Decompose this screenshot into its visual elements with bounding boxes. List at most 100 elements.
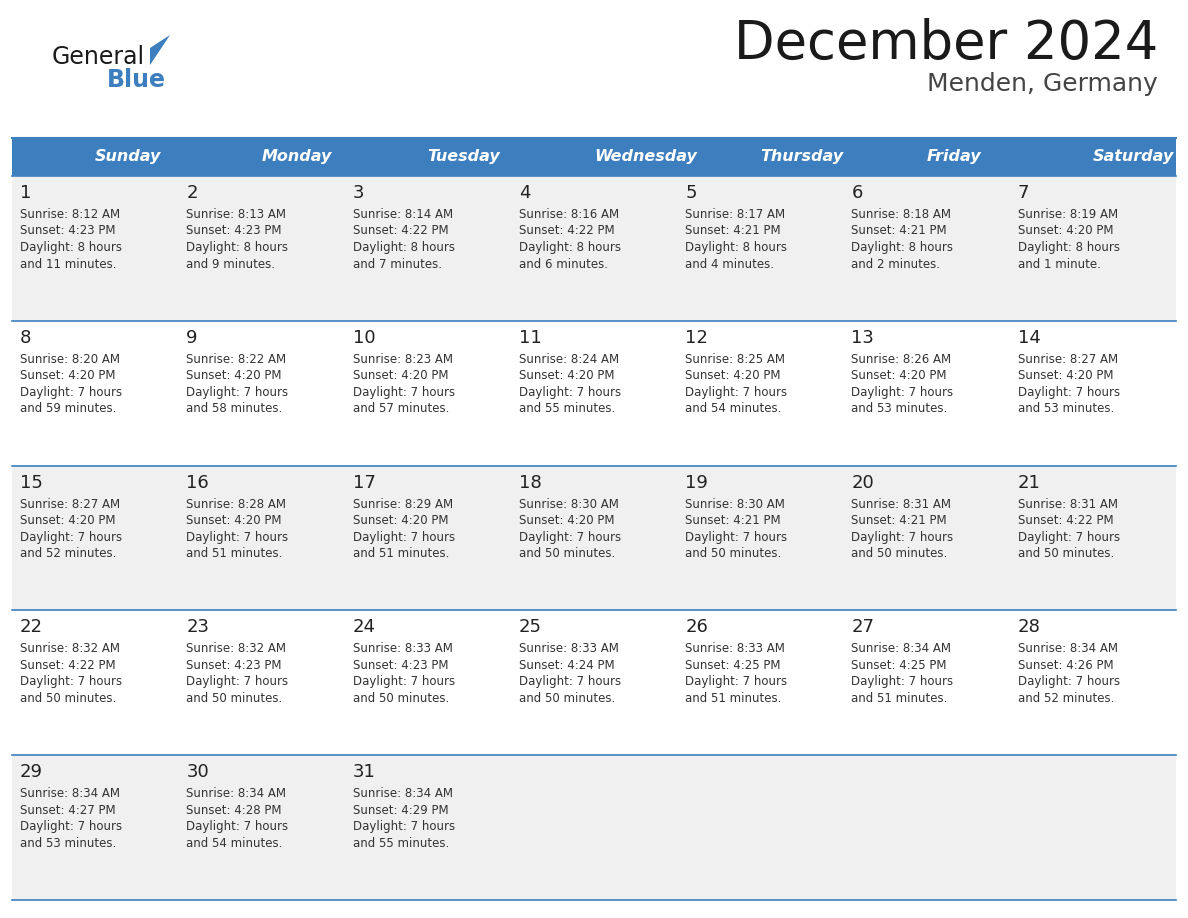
- Text: Sunrise: 8:14 AM: Sunrise: 8:14 AM: [353, 208, 453, 221]
- Text: and 50 minutes.: and 50 minutes.: [187, 692, 283, 705]
- Text: Daylight: 7 hours: Daylight: 7 hours: [353, 676, 455, 688]
- Text: Sunset: 4:20 PM: Sunset: 4:20 PM: [852, 369, 947, 382]
- Text: Daylight: 7 hours: Daylight: 7 hours: [20, 386, 122, 398]
- Text: 25: 25: [519, 619, 542, 636]
- Text: Daylight: 8 hours: Daylight: 8 hours: [1018, 241, 1120, 254]
- Bar: [12, 138, 1176, 176]
- Text: Daylight: 7 hours: Daylight: 7 hours: [685, 676, 788, 688]
- Bar: [12, 756, 1176, 900]
- Text: Sunset: 4:22 PM: Sunset: 4:22 PM: [1018, 514, 1113, 527]
- Text: Sunrise: 8:33 AM: Sunrise: 8:33 AM: [519, 643, 619, 655]
- Text: Daylight: 8 hours: Daylight: 8 hours: [519, 241, 621, 254]
- Text: Sunset: 4:23 PM: Sunset: 4:23 PM: [187, 659, 282, 672]
- Text: Daylight: 8 hours: Daylight: 8 hours: [353, 241, 455, 254]
- Text: Sunrise: 8:34 AM: Sunrise: 8:34 AM: [20, 788, 120, 800]
- Text: Sunset: 4:20 PM: Sunset: 4:20 PM: [353, 514, 448, 527]
- Text: Sunset: 4:27 PM: Sunset: 4:27 PM: [20, 803, 115, 817]
- Text: Sunrise: 8:32 AM: Sunrise: 8:32 AM: [187, 643, 286, 655]
- Text: 4: 4: [519, 184, 530, 202]
- Text: Sunrise: 8:33 AM: Sunrise: 8:33 AM: [353, 643, 453, 655]
- Text: and 50 minutes.: and 50 minutes.: [1018, 547, 1114, 560]
- Text: Sunset: 4:20 PM: Sunset: 4:20 PM: [1018, 225, 1113, 238]
- Text: Sunrise: 8:28 AM: Sunrise: 8:28 AM: [187, 498, 286, 510]
- Text: Sunrise: 8:22 AM: Sunrise: 8:22 AM: [187, 353, 286, 365]
- Text: Blue: Blue: [107, 68, 166, 92]
- Text: 29: 29: [20, 763, 43, 781]
- Text: 2: 2: [187, 184, 197, 202]
- Text: Sunrise: 8:26 AM: Sunrise: 8:26 AM: [852, 353, 952, 365]
- Text: 26: 26: [685, 619, 708, 636]
- Text: Daylight: 7 hours: Daylight: 7 hours: [1018, 386, 1120, 398]
- Text: Sunset: 4:20 PM: Sunset: 4:20 PM: [20, 369, 115, 382]
- Text: 23: 23: [187, 619, 209, 636]
- Text: Daylight: 7 hours: Daylight: 7 hours: [519, 676, 621, 688]
- Text: Daylight: 7 hours: Daylight: 7 hours: [187, 531, 289, 543]
- Text: Friday: Friday: [927, 150, 981, 164]
- Text: 19: 19: [685, 474, 708, 492]
- Text: Sunset: 4:22 PM: Sunset: 4:22 PM: [353, 225, 448, 238]
- Text: Sunrise: 8:29 AM: Sunrise: 8:29 AM: [353, 498, 453, 510]
- Text: 21: 21: [1018, 474, 1041, 492]
- Text: Daylight: 7 hours: Daylight: 7 hours: [685, 386, 788, 398]
- Text: Saturday: Saturday: [1093, 150, 1174, 164]
- Text: Sunset: 4:20 PM: Sunset: 4:20 PM: [1018, 369, 1113, 382]
- Text: 31: 31: [353, 763, 375, 781]
- Text: and 11 minutes.: and 11 minutes.: [20, 258, 116, 271]
- Text: 16: 16: [187, 474, 209, 492]
- Text: Sunset: 4:20 PM: Sunset: 4:20 PM: [20, 514, 115, 527]
- Text: Sunrise: 8:27 AM: Sunrise: 8:27 AM: [20, 498, 120, 510]
- Text: Daylight: 7 hours: Daylight: 7 hours: [353, 386, 455, 398]
- Text: Sunrise: 8:17 AM: Sunrise: 8:17 AM: [685, 208, 785, 221]
- Text: Tuesday: Tuesday: [428, 150, 500, 164]
- Text: Sunrise: 8:13 AM: Sunrise: 8:13 AM: [187, 208, 286, 221]
- Text: Sunrise: 8:27 AM: Sunrise: 8:27 AM: [1018, 353, 1118, 365]
- Text: and 57 minutes.: and 57 minutes.: [353, 402, 449, 415]
- Text: Daylight: 7 hours: Daylight: 7 hours: [852, 676, 954, 688]
- Bar: [12, 610, 1176, 756]
- Text: Sunset: 4:20 PM: Sunset: 4:20 PM: [519, 369, 614, 382]
- Text: Sunset: 4:26 PM: Sunset: 4:26 PM: [1018, 659, 1113, 672]
- Text: Sunrise: 8:34 AM: Sunrise: 8:34 AM: [852, 643, 952, 655]
- Text: Daylight: 7 hours: Daylight: 7 hours: [353, 820, 455, 834]
- Text: Daylight: 7 hours: Daylight: 7 hours: [187, 820, 289, 834]
- Text: Daylight: 7 hours: Daylight: 7 hours: [1018, 531, 1120, 543]
- Text: and 52 minutes.: and 52 minutes.: [20, 547, 116, 560]
- Text: Sunset: 4:21 PM: Sunset: 4:21 PM: [685, 514, 781, 527]
- Text: and 58 minutes.: and 58 minutes.: [187, 402, 283, 415]
- Text: Daylight: 7 hours: Daylight: 7 hours: [187, 676, 289, 688]
- Text: Daylight: 7 hours: Daylight: 7 hours: [353, 531, 455, 543]
- Text: and 55 minutes.: and 55 minutes.: [353, 836, 449, 850]
- Text: Sunset: 4:22 PM: Sunset: 4:22 PM: [20, 659, 115, 672]
- Text: and 50 minutes.: and 50 minutes.: [685, 547, 782, 560]
- Text: Menden, Germany: Menden, Germany: [928, 72, 1158, 96]
- Text: Sunset: 4:25 PM: Sunset: 4:25 PM: [685, 659, 781, 672]
- Text: Sunrise: 8:18 AM: Sunrise: 8:18 AM: [852, 208, 952, 221]
- Text: Daylight: 8 hours: Daylight: 8 hours: [187, 241, 289, 254]
- Text: 18: 18: [519, 474, 542, 492]
- Text: 1: 1: [20, 184, 31, 202]
- Text: Sunrise: 8:34 AM: Sunrise: 8:34 AM: [353, 788, 453, 800]
- Text: Sunrise: 8:34 AM: Sunrise: 8:34 AM: [187, 788, 286, 800]
- Text: Daylight: 7 hours: Daylight: 7 hours: [685, 531, 788, 543]
- Text: Sunset: 4:22 PM: Sunset: 4:22 PM: [519, 225, 614, 238]
- Text: Wednesday: Wednesday: [594, 150, 697, 164]
- Text: and 51 minutes.: and 51 minutes.: [852, 692, 948, 705]
- Text: Sunset: 4:20 PM: Sunset: 4:20 PM: [685, 369, 781, 382]
- Text: Sunrise: 8:25 AM: Sunrise: 8:25 AM: [685, 353, 785, 365]
- Text: and 50 minutes.: and 50 minutes.: [519, 547, 615, 560]
- Text: 24: 24: [353, 619, 375, 636]
- Polygon shape: [150, 35, 170, 65]
- Text: 14: 14: [1018, 329, 1041, 347]
- Text: Sunset: 4:28 PM: Sunset: 4:28 PM: [187, 803, 282, 817]
- Text: Sunset: 4:20 PM: Sunset: 4:20 PM: [187, 514, 282, 527]
- Text: Sunrise: 8:19 AM: Sunrise: 8:19 AM: [1018, 208, 1118, 221]
- Text: Sunrise: 8:30 AM: Sunrise: 8:30 AM: [685, 498, 785, 510]
- Text: Sunrise: 8:34 AM: Sunrise: 8:34 AM: [1018, 643, 1118, 655]
- Text: Daylight: 7 hours: Daylight: 7 hours: [852, 531, 954, 543]
- Text: Sunset: 4:21 PM: Sunset: 4:21 PM: [852, 225, 947, 238]
- Text: Daylight: 8 hours: Daylight: 8 hours: [852, 241, 954, 254]
- Text: and 9 minutes.: and 9 minutes.: [187, 258, 276, 271]
- Text: Sunrise: 8:33 AM: Sunrise: 8:33 AM: [685, 643, 785, 655]
- Text: and 50 minutes.: and 50 minutes.: [353, 692, 449, 705]
- Text: Sunset: 4:20 PM: Sunset: 4:20 PM: [187, 369, 282, 382]
